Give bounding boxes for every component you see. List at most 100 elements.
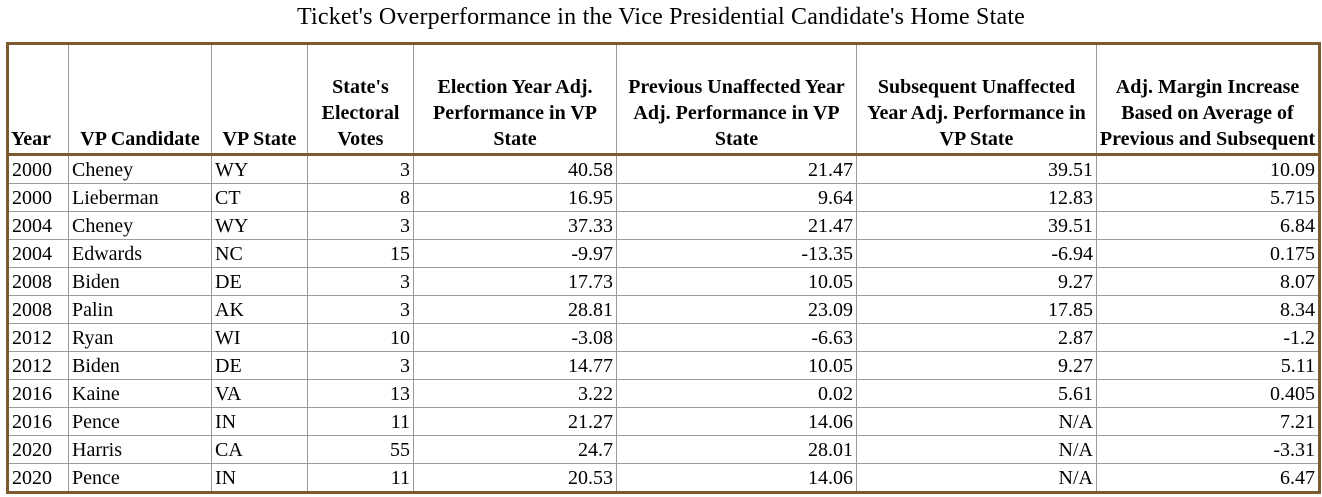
year-cell: 2020 [7,463,69,493]
electoral-votes-cell: 11 [307,463,414,493]
column-header-vp-candidate: VP Candidate [68,43,212,156]
subsequent-year-performance-cell: 17.85 [856,295,1097,324]
electoral-votes-cell: 13 [307,379,414,408]
subsequent-year-performance-cell: 39.51 [856,154,1097,184]
vp-candidate-cell: Biden [68,267,212,296]
subsequent-year-performance-cell: 9.27 [856,267,1097,296]
margin-increase-cell: 6.84 [1096,211,1320,240]
electoral-votes-cell: 15 [307,239,414,268]
previous-year-performance-cell: 14.06 [616,463,857,493]
subsequent-year-performance-cell: N/A [856,407,1097,436]
year-cell: 2008 [7,295,69,324]
vp-state-cell: DE [211,267,308,296]
margin-increase-cell: 6.47 [1096,463,1320,493]
electoral-votes-cell: 3 [307,351,414,380]
vp-state-cell: CT [211,183,308,212]
election-year-performance-cell: 24.7 [413,435,617,464]
vp-candidate-cell: Lieberman [68,183,212,212]
margin-increase-cell: 10.09 [1096,154,1320,184]
year-cell: 2020 [7,435,69,464]
vp-candidate-cell: Cheney [68,154,212,184]
previous-year-performance-cell: 0.02 [616,379,857,408]
year-cell: 2012 [7,323,69,352]
table-row: 2004 Edwards NC 15 -9.97 -13.35 -6.94 0.175 [7,239,1320,268]
vp-state-cell: WY [211,211,308,240]
column-header-year: Year [7,43,69,156]
table-row: 2020 Pence IN 11 20.53 14.06 N/A 6.47 [7,463,1320,493]
vp-state-cell: WI [211,323,308,352]
vp-state-cell: IN [211,407,308,436]
year-cell: 2004 [7,239,69,268]
vp-candidate-cell: Biden [68,351,212,380]
electoral-votes-cell: 3 [307,154,414,184]
column-header-vp-state: VP State [211,43,308,156]
previous-year-performance-cell: 10.05 [616,267,857,296]
subsequent-year-performance-cell: 2.87 [856,323,1097,352]
subsequent-year-performance-cell: -6.94 [856,239,1097,268]
table-row: 2008 Biden DE 3 17.73 10.05 9.27 8.07 [7,267,1320,296]
electoral-votes-cell: 55 [307,435,414,464]
year-cell: 2004 [7,211,69,240]
vp-candidate-cell: Harris [68,435,212,464]
vp-candidate-cell: Ryan [68,323,212,352]
election-year-performance-cell: 17.73 [413,267,617,296]
election-year-performance-cell: 21.27 [413,407,617,436]
previous-year-performance-cell: 9.64 [616,183,857,212]
vp-state-cell: CA [211,435,308,464]
year-cell: 2012 [7,351,69,380]
column-header-previous-year-performance: Previous Unaffected Year Adj. Performanc… [616,43,857,156]
column-header-subsequent-year-performance: Subsequent Unaffected Year Adj. Performa… [856,43,1097,156]
margin-increase-cell: 7.21 [1096,407,1320,436]
vp-candidate-cell: Edwards [68,239,212,268]
previous-year-performance-cell: 21.47 [616,154,857,184]
election-year-performance-cell: -9.97 [413,239,617,268]
table-row: 2000 Lieberman CT 8 16.95 9.64 12.83 5.715 [7,183,1320,212]
vp-state-cell: WY [211,154,308,184]
vp-state-cell: IN [211,463,308,493]
election-year-performance-cell: 14.77 [413,351,617,380]
column-header-election-year-performance: Election Year Adj. Performance in VP Sta… [413,43,617,156]
margin-increase-cell: 5.715 [1096,183,1320,212]
vp-candidate-cell: Palin [68,295,212,324]
vp-candidate-cell: Pence [68,463,212,493]
previous-year-performance-cell: -6.63 [616,323,857,352]
year-cell: 2008 [7,267,69,296]
margin-increase-cell: 5.11 [1096,351,1320,380]
margin-increase-cell: -3.31 [1096,435,1320,464]
election-year-performance-cell: -3.08 [413,323,617,352]
margin-increase-cell: 8.34 [1096,295,1320,324]
election-year-performance-cell: 16.95 [413,183,617,212]
vp-candidate-cell: Kaine [68,379,212,408]
vp-home-state-table: Year VP Candidate VP State State's Elect… [6,42,1321,494]
vp-state-cell: DE [211,351,308,380]
vp-state-cell: NC [211,239,308,268]
column-header-electoral-votes: State's Electoral Votes [307,43,414,156]
year-cell: 2000 [7,154,69,184]
election-year-performance-cell: 40.58 [413,154,617,184]
election-year-performance-cell: 3.22 [413,379,617,408]
table-row: 2004 Cheney WY 3 37.33 21.47 39.51 6.84 [7,211,1320,240]
subsequent-year-performance-cell: 39.51 [856,211,1097,240]
electoral-votes-cell: 10 [307,323,414,352]
table-title: Ticket's Overperformance in the Vice Pre… [296,4,1026,30]
table-row: 2012 Ryan WI 10 -3.08 -6.63 2.87 -1.2 [7,323,1320,352]
vp-candidate-cell: Pence [68,407,212,436]
year-cell: 2016 [7,379,69,408]
table-row: 2016 Pence IN 11 21.27 14.06 N/A 7.21 [7,407,1320,436]
vp-state-cell: AK [211,295,308,324]
margin-increase-cell: 8.07 [1096,267,1320,296]
previous-year-performance-cell: 28.01 [616,435,857,464]
year-cell: 2016 [7,407,69,436]
table-body: 2000 Cheney WY 3 40.58 21.47 39.51 10.09 2000 Lie… [7,154,1320,493]
previous-year-performance-cell: -13.35 [616,239,857,268]
subsequent-year-performance-cell: N/A [856,463,1097,493]
column-header-margin-increase: Adj. Margin Increase Based on Average of… [1096,43,1320,156]
table-row: 2016 Kaine VA 13 3.22 0.02 5.61 0.405 [7,379,1320,408]
electoral-votes-cell: 11 [307,407,414,436]
subsequent-year-performance-cell: N/A [856,435,1097,464]
margin-increase-cell: 0.175 [1096,239,1320,268]
vp-candidate-cell: Cheney [68,211,212,240]
electoral-votes-cell: 3 [307,295,414,324]
vp-state-cell: VA [211,379,308,408]
table-row: 2000 Cheney WY 3 40.58 21.47 39.51 10.09 [7,154,1320,184]
